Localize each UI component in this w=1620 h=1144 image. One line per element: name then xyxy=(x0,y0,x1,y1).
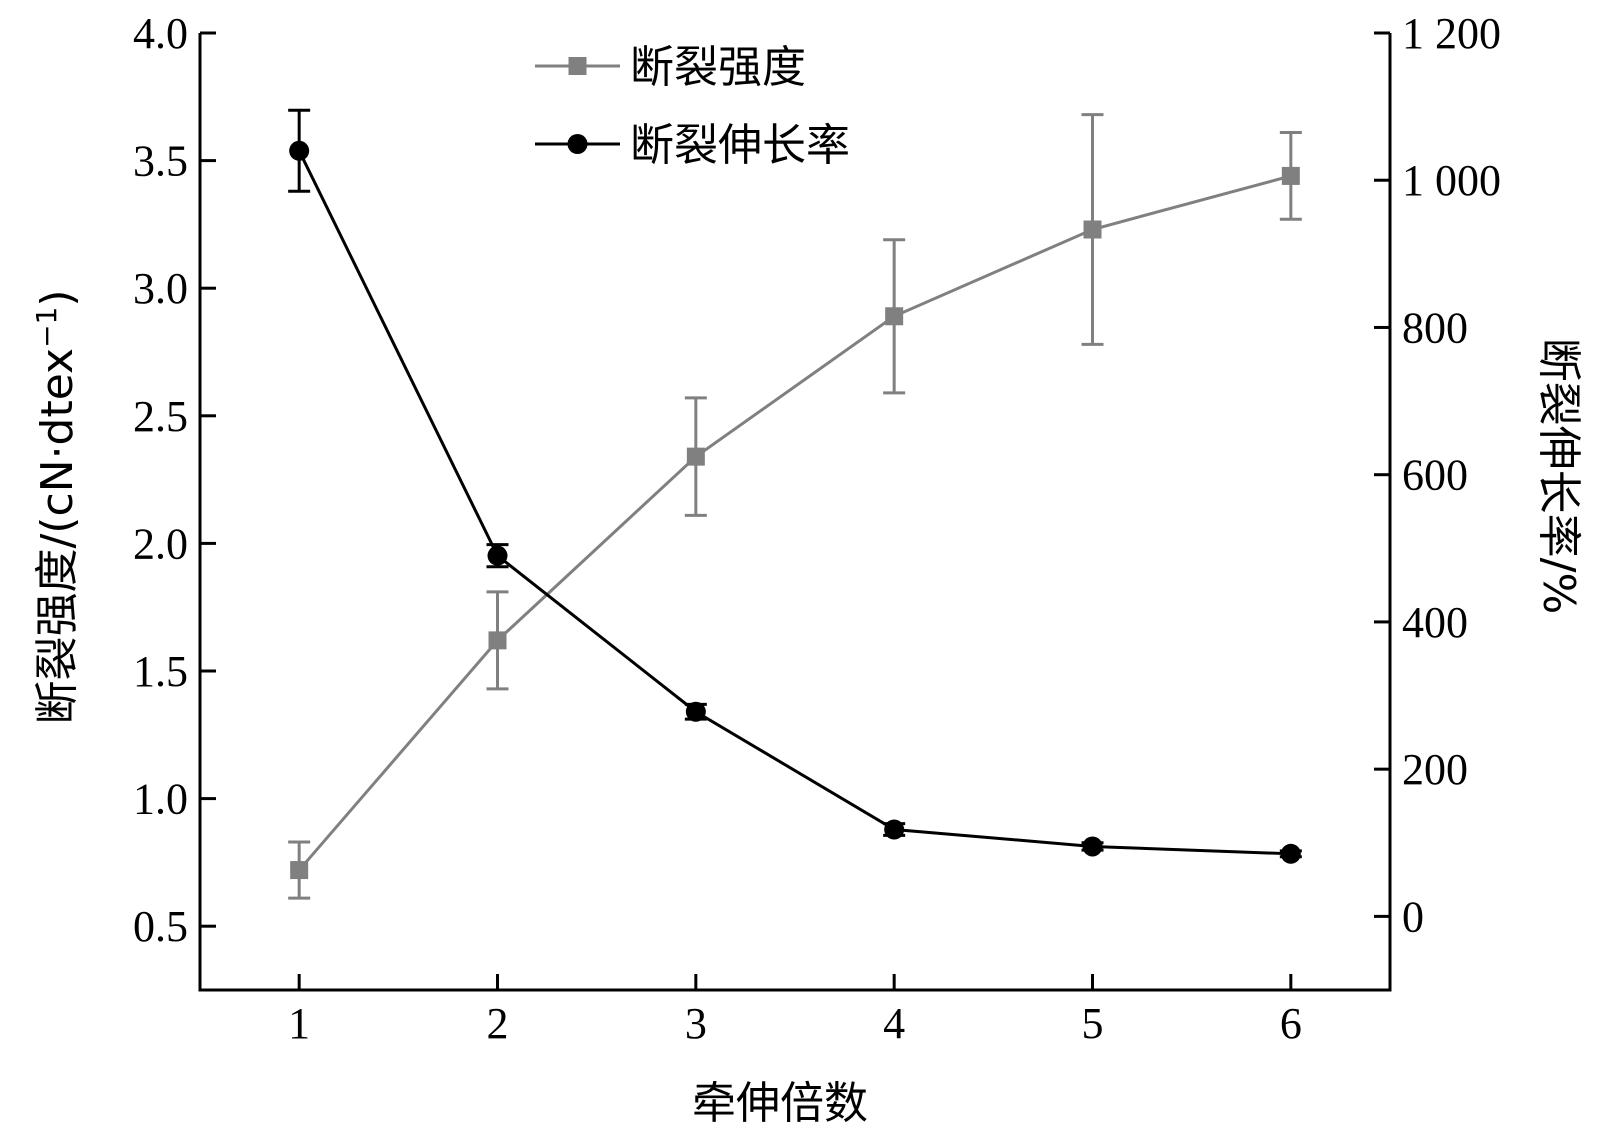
right-tick-label: 200 xyxy=(1402,745,1468,794)
x-tick-label: 3 xyxy=(685,999,707,1048)
data-point xyxy=(487,545,508,566)
left-tick-label: 2.0 xyxy=(133,519,188,568)
data-point xyxy=(1082,836,1103,857)
right-tick-label: 400 xyxy=(1402,598,1468,647)
left-tick-label: 0.5 xyxy=(133,902,188,951)
left-axis-title-sup: −1 xyxy=(30,307,63,348)
right-tick-label: 1 200 xyxy=(1402,9,1501,58)
legend-label: 断裂伸长率 xyxy=(630,120,850,171)
series-layer xyxy=(288,108,1302,900)
x-axis-title: 牵伸倍数 xyxy=(692,1078,868,1129)
right-axis-title: 断裂伸长率/% xyxy=(1533,338,1584,615)
x-tick-label: 2 xyxy=(487,999,509,1048)
left-tick-label: 2.5 xyxy=(133,392,188,441)
series-1 xyxy=(288,113,1302,900)
left-tick-label: 1.5 xyxy=(133,647,188,696)
data-point xyxy=(884,819,905,840)
data-point xyxy=(290,861,309,880)
left-tick-label: 4.0 xyxy=(133,9,188,58)
left-tick-label: 3.5 xyxy=(133,137,188,186)
right-tick-label: 0 xyxy=(1402,892,1424,941)
right-tick-label: 600 xyxy=(1402,451,1468,500)
x-axis-ticks: 1 2 3 4 5 6 xyxy=(288,974,1302,1048)
series-line xyxy=(297,150,1291,856)
data-point xyxy=(885,307,904,326)
left-axis-ticks: 0.5 1.0 1.5 2.0 2.5 3.0 3.5 4.0 xyxy=(133,9,216,951)
right-tick-label: 1 000 xyxy=(1402,156,1501,205)
right-axis-ticks: 0 200 400 600 800 1 000 1 200 xyxy=(1374,9,1501,941)
left-axis-title: 断裂强度/(cN·dtex−1) xyxy=(30,289,84,724)
left-axis-title-close: ) xyxy=(32,289,83,306)
x-tick-label: 1 xyxy=(288,999,310,1048)
data-point xyxy=(488,631,507,650)
legend-label: 断裂强度 xyxy=(630,42,806,93)
legend-item: 断裂伸长率 xyxy=(535,120,850,171)
legend-marker xyxy=(567,134,588,154)
left-tick-label: 3.0 xyxy=(133,264,188,313)
x-tick-label: 6 xyxy=(1280,999,1302,1048)
x-tick-label: 4 xyxy=(883,999,905,1048)
data-point xyxy=(289,140,310,161)
left-axis-title-main: 断裂强度/(cN·dtex xyxy=(32,348,83,725)
left-tick-label: 1.0 xyxy=(133,775,188,824)
x-tick-label: 5 xyxy=(1082,999,1104,1048)
axes-frame xyxy=(198,33,1392,992)
data-point xyxy=(685,701,706,722)
legend-marker xyxy=(568,57,587,75)
data-point xyxy=(1281,166,1300,185)
right-tick-label: 800 xyxy=(1402,303,1468,352)
data-point xyxy=(1280,843,1301,864)
data-point xyxy=(1083,220,1102,239)
plot-frame xyxy=(198,33,1392,992)
data-point xyxy=(686,447,705,466)
series-2 xyxy=(288,108,1302,864)
legend-item: 断裂强度 xyxy=(535,42,806,93)
series-line xyxy=(298,174,1292,872)
